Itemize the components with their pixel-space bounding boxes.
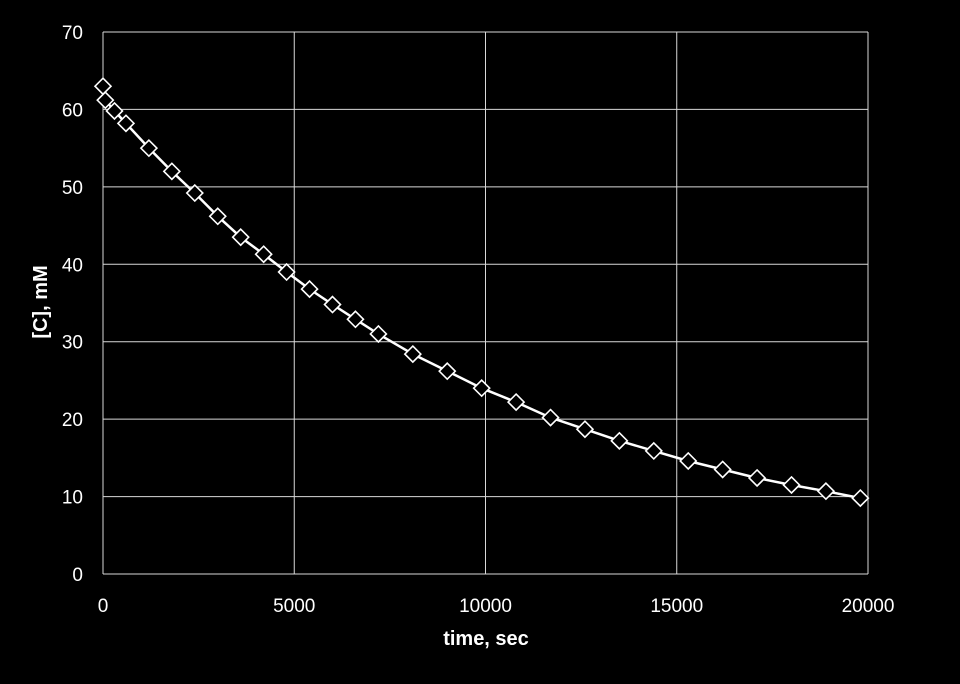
y-tick-label: 60	[62, 100, 83, 121]
x-tick-label: 0	[98, 596, 109, 617]
y-tick-label: 50	[62, 178, 83, 199]
data-point-marker	[403, 344, 422, 364]
axes	[102, 32, 868, 575]
data-point-marker	[162, 162, 181, 181]
series-line	[101, 85, 861, 500]
y-tick-label: 20	[62, 410, 83, 431]
data-point-marker	[96, 91, 115, 110]
data-point-marker	[713, 460, 732, 479]
y-tick-label: 30	[62, 333, 83, 354]
data-point-marker	[300, 279, 319, 299]
data-point-marker	[438, 362, 457, 381]
data-point-marker	[575, 420, 595, 439]
x-axis-title: time, sec	[443, 628, 529, 650]
data-point-marker	[747, 468, 767, 488]
x-tick-label: 15000	[650, 596, 703, 617]
y-tick-label: 0	[72, 565, 83, 586]
x-tick-label: 10000	[459, 596, 512, 617]
data-point-marker	[610, 431, 629, 450]
data-point-marker	[782, 475, 801, 495]
data-series	[93, 77, 870, 508]
data-point-marker	[851, 488, 870, 508]
y-tick-label: 40	[62, 255, 83, 276]
data-point-marker	[816, 482, 836, 501]
data-point-marker	[323, 295, 342, 314]
data-point-marker	[105, 101, 124, 121]
x-tick-label: 5000	[273, 596, 315, 617]
data-point-marker	[116, 114, 136, 133]
data-point-marker	[541, 408, 560, 427]
tick-labels: 0 10 20 30 40 50 60 70 0 5000 10000 15000 20000	[62, 23, 895, 617]
data-point-marker	[208, 207, 227, 226]
data-point-marker	[472, 379, 491, 398]
y-axis-title: [C], mM	[30, 265, 52, 338]
data-point-marker	[346, 310, 365, 329]
data-point-marker	[185, 183, 204, 203]
data-point-marker	[231, 228, 250, 247]
data-point-marker	[93, 77, 113, 96]
data-point-marker	[679, 451, 698, 471]
y-tick-label: 10	[62, 488, 83, 509]
data-point-marker	[506, 392, 526, 412]
grid-lines	[103, 31, 869, 574]
data-point-marker	[644, 441, 663, 461]
data-point-marker	[254, 245, 273, 264]
data-point-marker	[369, 324, 388, 344]
x-tick-label: 20000	[842, 596, 895, 617]
y-tick-label: 70	[62, 23, 83, 44]
data-point-marker	[277, 262, 296, 282]
data-point-marker	[139, 139, 159, 158]
